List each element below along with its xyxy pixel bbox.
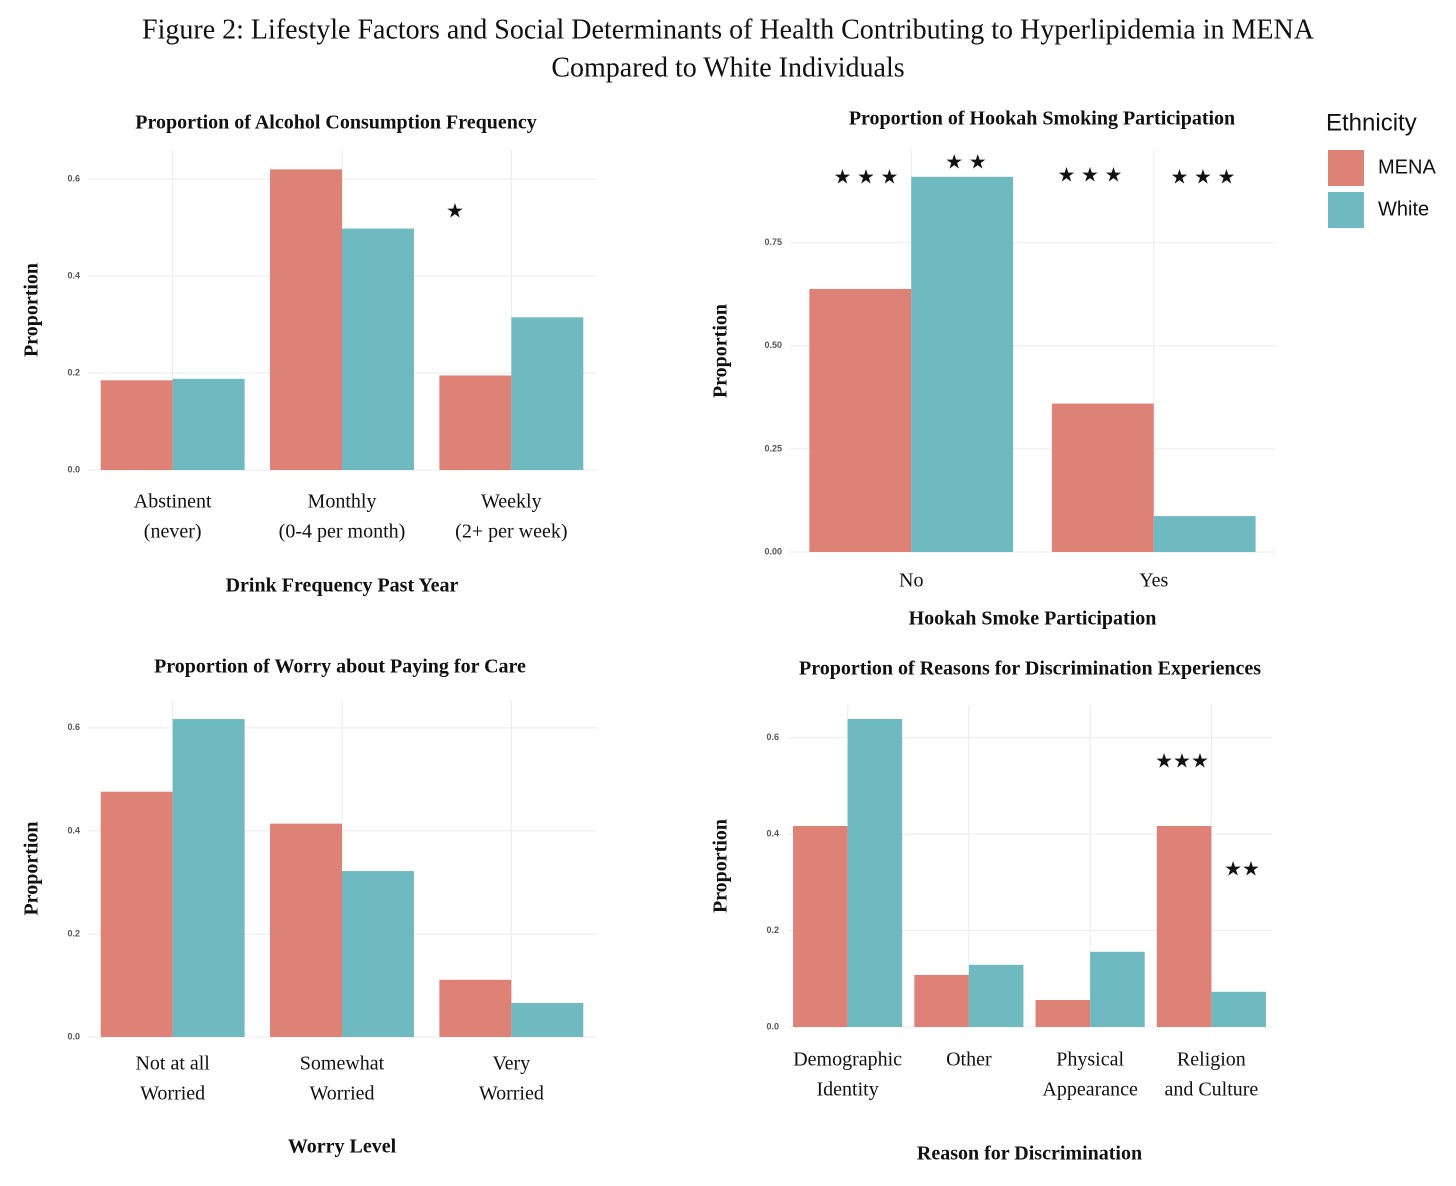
bar [100,791,173,1037]
x-tick-label: Worried [140,1083,205,1105]
y-tick-label: 0.4 [67,825,80,835]
y-tick-label: 0.2 [766,925,779,935]
significance-annotation: ★★ [1224,858,1260,880]
chart-title: Proportion of Hookah Smoking Participati… [849,108,1235,130]
x-tick-label: Demographic [793,1049,902,1071]
x-tick-label: Physical [1056,1049,1124,1071]
x-tick-label: Very [492,1053,530,1075]
bar [172,378,245,470]
significance-annotation: ★ [446,200,464,222]
significance-annotation: ★ ★ ★ [1058,164,1123,186]
chart-title: Proportion of Reasons for Discrimination… [799,658,1261,680]
significance-annotation: ★★★ [1155,750,1209,772]
bar [439,375,512,470]
x-tick-label: Yes [1139,570,1168,592]
y-tick-label: 0.0 [67,464,80,474]
x-tick-label: and Culture [1164,1079,1258,1101]
x-tick-label: Religion [1177,1049,1246,1071]
legend-swatch [1328,150,1364,186]
bar [270,169,342,471]
x-tick-label: (never) [144,521,202,543]
bar [1090,951,1145,1027]
bar [342,871,414,1037]
bar [1211,991,1266,1027]
y-axis-label: Proportion [21,821,43,915]
y-tick-label: 0.00 [764,546,782,556]
figure-title: Compared to White Individuals [551,52,904,83]
bar [1051,403,1154,552]
bar [511,1002,584,1037]
y-tick-label: 0.75 [764,237,782,247]
x-tick-label: Not at all [135,1053,210,1075]
x-tick-label: Somewhat [300,1053,385,1075]
x-axis-label: Hookah Smoke Participation [909,608,1157,630]
x-tick-label: Identity [817,1079,879,1101]
x-axis-label: Reason for Discrimination [917,1143,1142,1165]
bar [1153,516,1256,552]
legend-label: MENA [1378,156,1436,178]
legend-label: White [1378,198,1429,220]
bar [914,974,969,1027]
bar [793,825,848,1027]
significance-annotation: ★ ★ ★ [834,166,899,188]
legend-title: Ethnicity [1326,109,1417,136]
y-axis-label: Proportion [21,263,43,357]
significance-annotation: ★ ★ ★ [1171,166,1236,188]
chart-title: Proportion of Worry about Paying for Car… [154,656,526,678]
bar [270,823,342,1037]
bar [342,228,414,470]
bar [172,719,245,1037]
y-tick-label: 0.6 [67,722,80,732]
y-tick-label: 0.4 [67,270,80,280]
x-axis-label: Drink Frequency Past Year [226,575,459,597]
y-tick-label: 0.2 [67,367,80,377]
x-tick-label: Abstinent [134,491,212,513]
x-tick-label: Weekly [481,491,542,513]
y-tick-label: 0.6 [67,173,80,183]
bar [1156,825,1212,1027]
x-tick-label: Worried [479,1083,544,1105]
y-tick-label: 0.25 [764,443,782,453]
figure-title: Figure 2: Lifestyle Factors and Social D… [142,14,1315,45]
significance-annotation: ★ ★ [945,151,986,173]
y-tick-label: 0.2 [67,928,80,938]
bar [968,964,1024,1027]
bar [511,317,584,470]
y-axis-label: Proportion [710,304,732,398]
bar [1035,1000,1091,1027]
y-tick-label: 0.4 [766,829,779,839]
legend-swatch [1328,192,1364,228]
bar [100,380,173,470]
y-tick-label: 0.0 [766,1021,779,1031]
chart-title: Proportion of Alcohol Consumption Freque… [135,112,537,134]
x-tick-label: Appearance [1042,1079,1138,1101]
y-axis-label: Proportion [710,819,732,913]
x-tick-label: No [899,570,923,592]
bar [847,718,903,1027]
y-tick-label: 0.50 [764,340,782,350]
x-tick-label: Other [946,1049,992,1071]
x-tick-label: (0-4 per month) [279,521,406,543]
y-tick-label: 0.6 [766,732,779,742]
y-tick-label: 0.0 [67,1031,80,1041]
bar [911,176,1014,553]
x-tick-label: Worried [309,1083,374,1105]
x-tick-label: (2+ per week) [455,521,567,543]
bar [809,288,912,552]
bar [439,979,512,1037]
x-tick-label: Monthly [308,491,377,513]
x-axis-label: Worry Level [288,1136,397,1158]
